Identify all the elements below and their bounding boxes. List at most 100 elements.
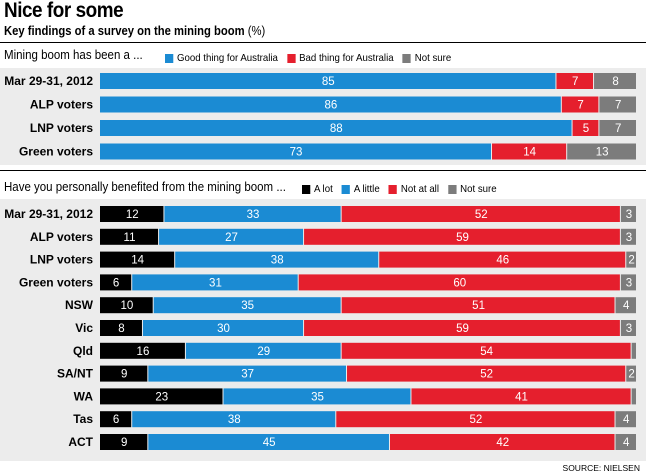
bar-a-lot-vic [100,320,142,336]
category-label-mar-29-31-2012: Mar 29-31, 2012 [4,207,93,221]
legend-label-not-sure-2: Not sure [460,183,497,195]
bar-not-sure-green-voters [567,143,636,160]
bar-not-at-all-green-voters [298,274,620,291]
value-label-a-little-mar-29-31-2012: 33 [247,209,260,221]
bar-a-little-nsw [153,297,341,314]
value-label-a-lot-lnp-voters: 14 [131,255,144,267]
value-label-not-at-all-mar-29-31-2012: 52 [475,209,488,221]
bar-a-lot-wa [100,388,223,405]
legend-label-a-lot: A lot [313,183,333,195]
bar-not-sure-lnp-voters [599,120,636,136]
value-label-good-thing-for-australia-mar-29-31-2012: 85 [322,76,335,88]
value-label-a-lot-mar-29-31-2012: 12 [126,209,139,221]
value-label-a-lot-act: 9 [121,437,127,449]
value-label-not-sure-tas: 4 [623,414,630,426]
bar-a-lot-sa-nt [100,365,148,382]
value-label-bad-thing-for-australia-mar-29-31-2012: 7 [572,76,578,88]
bar-not-sure-sa-nt [626,365,636,382]
bar-a-lot-mar-29-31-2012 [100,206,164,222]
bar-not-at-all-sa-nt [347,365,626,382]
bar-not-at-all-tas [336,411,615,428]
category-label-green-voters: Green voters [19,145,93,159]
value-label-not-sure-lnp-voters: 7 [615,123,621,135]
value-label-not-sure-green-voters: 3 [626,277,632,289]
category-label-qld: Qld [73,344,93,358]
legend-swatch-bad [287,53,296,63]
bar-bad-thing-for-australia-green-voters [492,143,567,160]
value-label-not-sure-mar-29-31-2012: 3 [626,209,632,221]
value-label-a-lot-qld: 16 [137,346,150,358]
value-label-a-little-vic: 30 [217,323,230,335]
bar-a-lot-nsw [100,297,153,314]
value-label-a-lot-tas: 6 [113,414,119,426]
legend-label-a-little: A little [353,183,380,195]
chart-subtitle: Key findings of a survey on the mining b… [4,24,265,38]
mining-boom-opinion-chart: Mar 29-31, 2012 85 7 8 ALP voters 86 7 7 LNP vot… [4,73,636,160]
value-label-bad-thing-for-australia-lnp-voters: 5 [583,123,589,135]
bar-not-sure-lnp-voters [626,251,636,268]
bar-not-sure-mar-29-31-2012 [620,206,636,222]
bar-a-little-vic [142,320,304,336]
value-label-not-at-all-tas: 52 [470,414,483,426]
value-label-a-lot-green-voters: 6 [113,277,119,289]
category-label-alp-voters: ALP voters [30,98,93,112]
category-label-lnp-voters: LNP voters [30,253,93,267]
subtitle-unit: (%) [247,24,266,38]
value-label-a-lot-sa-nt: 9 [121,369,127,381]
value-label-a-little-lnp-voters: 38 [271,255,284,267]
value-label-not-sure-nsw: 4 [623,300,630,312]
bar-not-at-all-lnp-voters [379,251,626,268]
section1-legend: Good thing for Australia Bad thing for A… [165,52,460,64]
legend-item-a-lot: A lot [302,183,333,195]
legend-label-not-sure: Not sure [414,52,452,64]
legend-swatch-not-sure [402,53,412,63]
bar-not-at-all-qld [341,342,631,359]
value-label-not-sure-sa-nt: 2 [628,369,634,381]
value-label-a-little-act: 45 [263,437,276,449]
value-label-a-lot-nsw: 10 [120,300,133,312]
value-label-not-sure-vic: 3 [626,323,632,335]
value-label-a-little-qld: 29 [257,346,270,358]
value-label-not-sure-green-voters: 13 [596,147,609,159]
bar-not-sure-nsw [615,297,636,314]
bar-a-little-qld [185,342,341,359]
legend-item-good: Good thing for Australia [165,52,278,64]
legend-label-good: Good thing for Australia [176,52,278,64]
section2-title: Have you personally benefited from the m… [4,180,286,194]
legend-swatch-good [165,53,174,63]
legend-swatch-a-little [341,184,351,194]
category-label-alp-voters: ALP voters [30,230,93,244]
value-label-not-sure-lnp-voters: 2 [628,255,634,267]
value-label-a-lot-wa: 23 [155,391,168,403]
category-label-tas: Tas [73,412,93,426]
value-label-a-little-nsw: 35 [241,300,254,312]
bar-a-little-wa [223,388,411,405]
value-label-not-at-all-qld: 54 [480,346,493,358]
section2-legend: A lot A little Not at all Not sure [302,183,506,195]
value-label-not-at-all-lnp-voters: 46 [496,255,509,267]
bar-bad-thing-for-australia-lnp-voters [572,120,599,136]
bar-not-sure-tas [615,411,636,428]
bar-bad-thing-for-australia-alp-voters [561,96,599,113]
bar-not-sure-vic [620,320,636,336]
legend-item-not-sure: Not sure [402,52,452,64]
bar-not-sure-qld [631,342,636,359]
subtitle-text: Key findings of a survey on the mining b… [4,24,245,38]
bar-not-sure-alp-voters [620,228,636,245]
value-label-a-little-wa: 35 [311,391,324,403]
value-label-not-sure-mar-29-31-2012: 8 [612,76,618,88]
bar-not-at-all-mar-29-31-2012 [341,206,620,222]
value-label-a-little-green-voters: 31 [209,277,222,289]
bar-a-lot-qld [100,342,185,359]
value-label-a-little-tas: 38 [228,414,241,426]
category-label-act: ACT [68,435,93,449]
value-label-good-thing-for-australia-alp-voters: 86 [325,100,338,112]
divider-middle [0,170,646,171]
value-label-not-at-all-alp-voters: 59 [456,232,469,244]
legend-swatch-a-lot [302,184,311,194]
legend-item-not-at-all: Not at all [388,183,439,195]
value-label-bad-thing-for-australia-alp-voters: 7 [577,100,583,112]
value-label-good-thing-for-australia-lnp-voters: 88 [330,123,343,135]
category-label-sa-nt: SA/NT [57,367,94,381]
